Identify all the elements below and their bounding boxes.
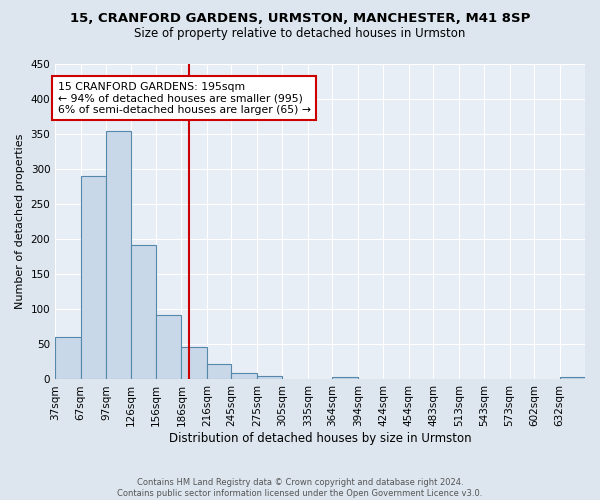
Bar [257,376,283,380]
Bar [106,130,131,380]
Bar [332,378,358,380]
Y-axis label: Number of detached properties: Number of detached properties [15,134,25,310]
Text: Size of property relative to detached houses in Urmston: Size of property relative to detached ho… [134,28,466,40]
Bar [156,315,181,380]
Text: 15, CRANFORD GARDENS, URMSTON, MANCHESTER, M41 8SP: 15, CRANFORD GARDENS, URMSTON, MANCHESTE… [70,12,530,26]
Bar [181,347,207,380]
Bar [232,373,257,380]
X-axis label: Distribution of detached houses by size in Urmston: Distribution of detached houses by size … [169,432,472,445]
Text: 15 CRANFORD GARDENS: 195sqm
← 94% of detached houses are smaller (995)
6% of sem: 15 CRANFORD GARDENS: 195sqm ← 94% of det… [58,82,311,114]
Bar [131,245,156,380]
Bar [80,176,106,380]
Bar [207,364,232,380]
Bar [560,378,585,380]
Text: Contains HM Land Registry data © Crown copyright and database right 2024.
Contai: Contains HM Land Registry data © Crown c… [118,478,482,498]
Bar [55,338,80,380]
